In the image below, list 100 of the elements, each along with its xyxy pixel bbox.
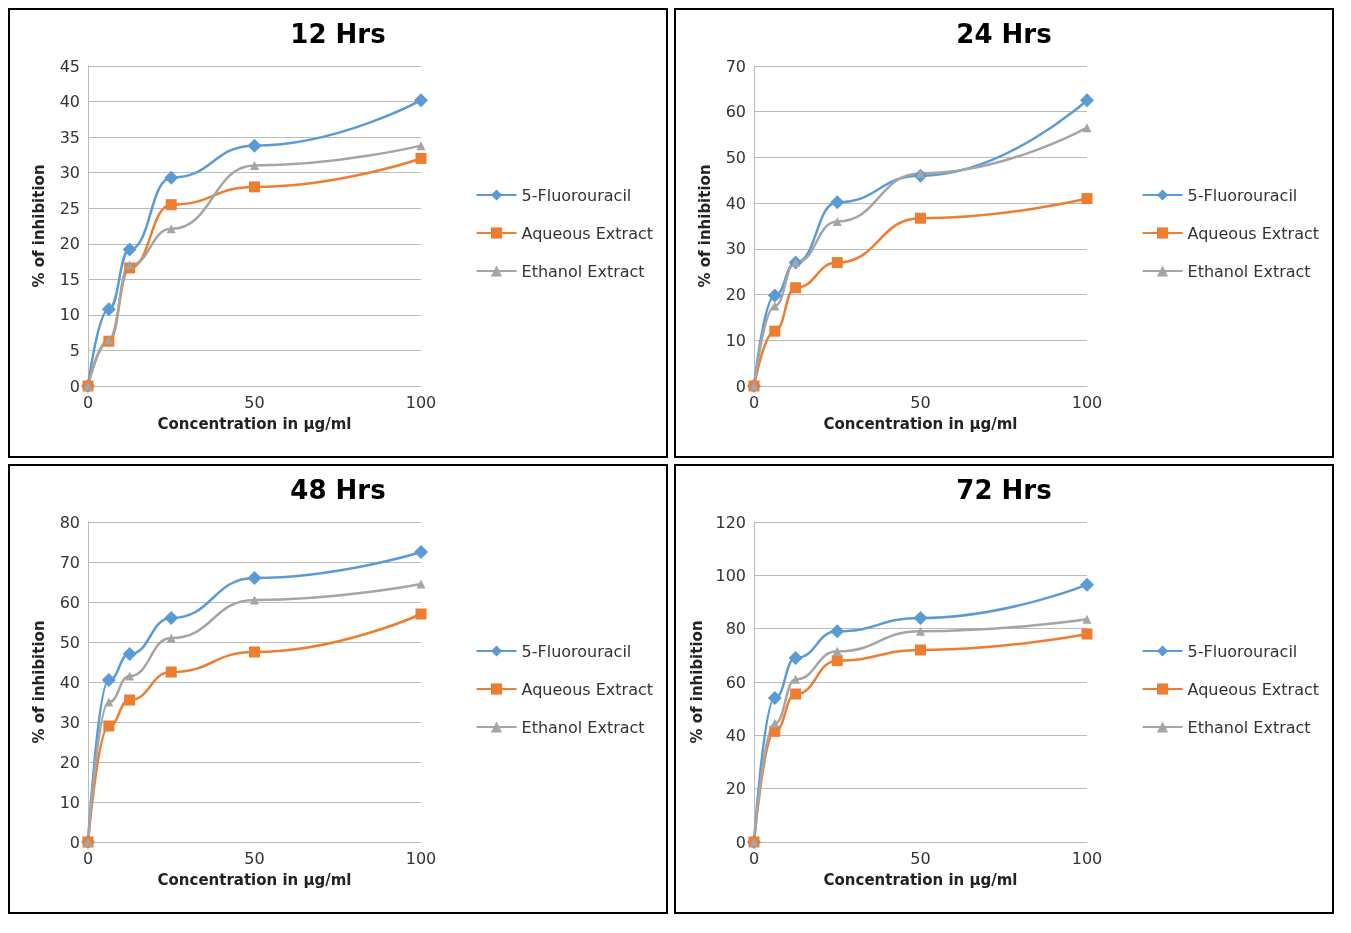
point — [767, 288, 782, 303]
point — [104, 697, 114, 707]
point — [913, 611, 928, 625]
chart-title: 12 Hrs — [290, 19, 386, 49]
y-tick-label: 80 — [725, 619, 746, 639]
point — [831, 655, 843, 667]
point — [415, 152, 427, 164]
point — [414, 93, 428, 108]
point — [830, 195, 845, 210]
y-tick-label: 50 — [725, 147, 746, 167]
x-tick-label: 100 — [1071, 392, 1103, 412]
point — [250, 595, 259, 605]
x-tick-label: 0 — [748, 848, 760, 868]
point — [122, 242, 137, 257]
y-tick-label: 45 — [59, 56, 80, 76]
point — [832, 646, 842, 656]
y-tick-label: 35 — [59, 127, 80, 147]
y-tick-label: 70 — [59, 552, 80, 572]
x-axis-title: Concentration in µg/ml — [823, 414, 1018, 433]
y-tick-label: 0 — [735, 832, 746, 852]
y-tick-label: 20 — [59, 752, 80, 772]
point — [770, 301, 780, 311]
point — [832, 216, 842, 226]
legend-label: Ethanol Extract — [1187, 261, 1311, 281]
y-tick-label: 15 — [59, 269, 80, 289]
point — [791, 674, 801, 684]
point — [125, 671, 135, 681]
legend-label: Aqueous Extract — [1187, 223, 1320, 243]
y-tick-label: 40 — [725, 193, 746, 213]
y-tick-label: 40 — [725, 725, 746, 745]
y-tick-label: 40 — [59, 672, 80, 692]
point — [770, 718, 780, 728]
y-tick-label: 30 — [59, 712, 80, 732]
point — [164, 170, 179, 185]
chart-title: 72 Hrs — [956, 475, 1052, 505]
point — [1082, 614, 1092, 624]
x-tick-label: 50 — [244, 848, 265, 868]
y-tick-label: 10 — [725, 330, 746, 350]
y-tick-label: 5 — [69, 340, 80, 360]
point — [101, 302, 116, 317]
legend-label: Aqueous Extract — [521, 223, 654, 243]
x-tick-label: 50 — [910, 848, 931, 868]
y-axis-title: % of inhibition — [29, 164, 48, 288]
x-tick-label: 50 — [244, 392, 265, 412]
point — [790, 282, 802, 294]
point — [125, 260, 135, 270]
legend-label: 5-Fluorouracil — [521, 185, 632, 205]
y-tick-label: 70 — [725, 56, 746, 76]
legend-label: 5-Fluorouracil — [1187, 185, 1298, 205]
x-tick-label: 50 — [910, 392, 931, 412]
y-tick-label: 25 — [59, 198, 80, 218]
legend-label: 5-Fluorouracil — [521, 641, 632, 661]
legend-label: Aqueous Extract — [1187, 679, 1320, 699]
x-axis-title: Concentration in µg/ml — [157, 870, 352, 889]
legend-label: Ethanol Extract — [1187, 717, 1311, 737]
y-tick-label: 120 — [715, 512, 746, 532]
point — [249, 646, 260, 658]
point — [767, 691, 782, 705]
point — [124, 694, 136, 706]
point — [249, 181, 260, 193]
point — [788, 651, 803, 665]
x-tick-label: 0 — [82, 848, 94, 868]
point — [165, 666, 177, 678]
point — [831, 257, 843, 269]
legend-label: Aqueous Extract — [521, 679, 654, 699]
point — [916, 626, 925, 636]
y-tick-label: 20 — [725, 285, 746, 305]
point — [247, 138, 262, 153]
point — [416, 579, 426, 589]
chart-title: 48 Hrs — [290, 475, 386, 505]
chart-title: 24 Hrs — [956, 19, 1052, 49]
x-tick-label: 100 — [405, 848, 437, 868]
y-tick-label: 80 — [59, 512, 80, 532]
y-tick-label: 100 — [715, 565, 746, 585]
point — [830, 624, 845, 639]
y-tick-label: 30 — [725, 239, 746, 259]
point — [122, 647, 137, 661]
x-tick-label: 0 — [748, 392, 760, 412]
point — [915, 644, 926, 656]
point — [165, 199, 177, 211]
point — [103, 720, 115, 732]
x-axis-title: Concentration in µg/ml — [823, 870, 1018, 889]
x-tick-label: 100 — [1071, 848, 1103, 868]
y-tick-label: 60 — [59, 592, 80, 612]
point — [1081, 628, 1093, 640]
y-tick-label: 20 — [59, 234, 80, 254]
y-axis-title: % of inhibition — [688, 620, 707, 744]
point — [1081, 193, 1093, 205]
y-axis-title: % of inhibition — [695, 164, 714, 288]
y-tick-label: 40 — [59, 92, 80, 112]
legend-label: Ethanol Extract — [521, 261, 645, 281]
point — [101, 673, 116, 687]
y-tick-label: 0 — [69, 376, 80, 396]
legend-label: Ethanol Extract — [521, 717, 645, 737]
point — [1080, 93, 1094, 108]
legend-label: 5-Fluorouracil — [1187, 641, 1298, 661]
point — [416, 141, 426, 151]
x-axis-title: Concentration in µg/ml — [157, 414, 352, 433]
point — [250, 161, 259, 171]
x-tick-label: 100 — [405, 392, 437, 412]
